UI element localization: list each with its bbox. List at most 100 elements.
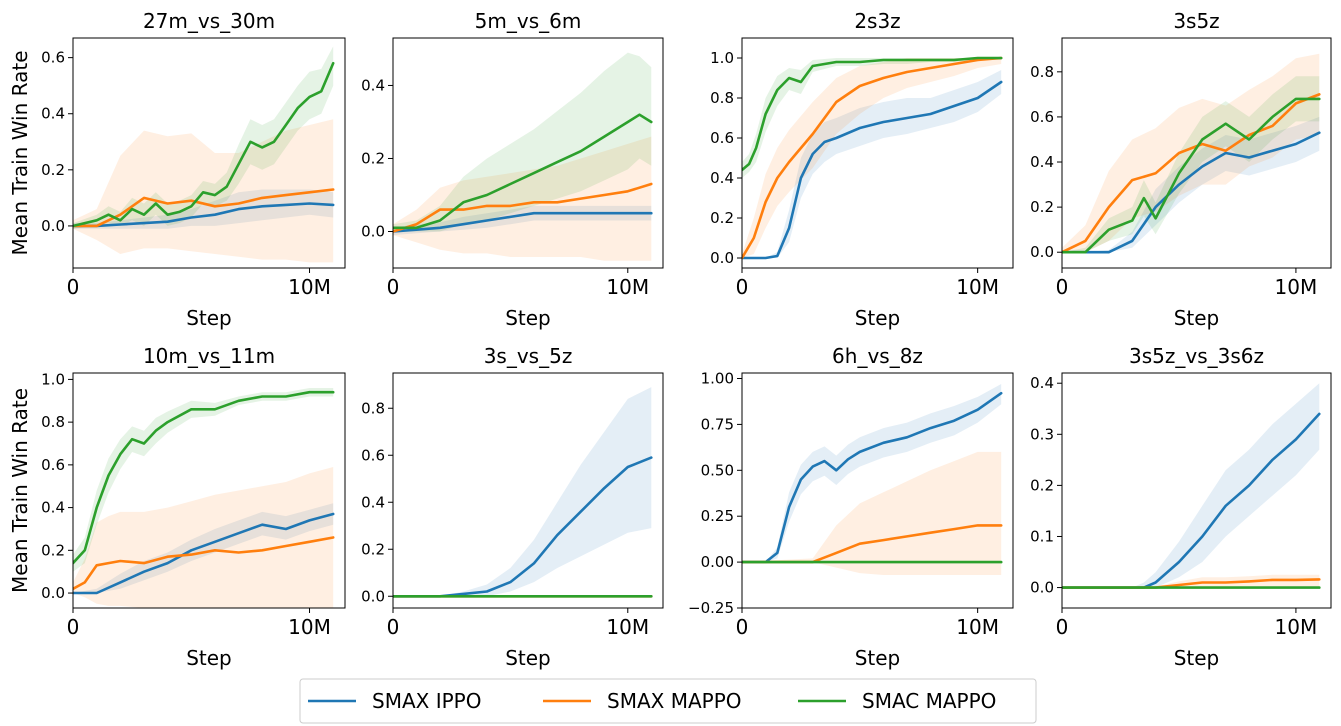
y-tick-label: −0.25	[688, 599, 734, 617]
x-tick-label: 10M	[606, 275, 649, 299]
series-line-smax-mappo	[73, 188, 335, 228]
x-tick-label: 0	[1056, 615, 1069, 639]
chart-panel-3: 0.0 0.2 0.4 0.6 0.8 1.0 0 10M 2s3z Step	[710, 9, 1014, 330]
axes-frame	[392, 372, 664, 609]
y-tick-label: 0.75	[701, 415, 734, 433]
chart-panel-5: 0.0 0.2 0.4 0.6 0.8 1.0 0 10M 10m_vs_11m Step Mean…	[8, 344, 346, 670]
y-tick-label: 0.2	[710, 209, 734, 227]
x-tick-label: 0	[736, 615, 749, 639]
series-line-smax-ippo	[742, 80, 1003, 260]
confidence-band-smax-ippo	[742, 70, 1002, 258]
axes-frame	[1061, 372, 1332, 609]
y-tick-label: 0.0	[1030, 243, 1054, 261]
x-tick-label: 10M	[606, 615, 649, 639]
plot-area	[393, 387, 653, 598]
confidence-band-smax-ippo	[73, 189, 334, 229]
confidence-band-smac-mappo	[73, 388, 334, 572]
series-line-smac-mappo	[393, 113, 653, 230]
confidence-band-smac-mappo	[393, 52, 652, 232]
chart-title: 2s3z	[854, 9, 900, 33]
confidence-band-smax-mappo	[1062, 574, 1320, 588]
y-tick-label: 0.6	[41, 49, 65, 67]
x-tick-label: 10M	[288, 615, 331, 639]
y-tick-label: 0.0	[710, 249, 734, 267]
y-tick-label: 0.8	[710, 89, 734, 107]
y-tick-label: 0.4	[1030, 153, 1054, 171]
y-tick-label: 0.0	[1030, 579, 1054, 597]
y-tick-label: 0.6	[361, 446, 385, 464]
x-axis-label: Step	[855, 306, 901, 330]
plot-area	[73, 46, 335, 263]
plot-area	[742, 384, 1003, 575]
confidence-band-smax-ippo	[393, 387, 652, 597]
legend-label: SMAX IPPO	[372, 689, 481, 713]
axes-frame	[741, 372, 1014, 609]
chart-panel-8: 0.0 0.1 0.2 0.3 0.4 0 10M 3s5z_vs_3s6z Step	[1030, 344, 1332, 670]
y-tick-label: 1.0	[41, 370, 65, 388]
chart-panel-4: 0.0 0.2 0.4 0.6 0.8 0 10M 3s5z Step	[1030, 9, 1332, 330]
x-axis-label: Step	[855, 646, 901, 670]
confidence-band-smax-mappo	[393, 136, 652, 261]
y-tick-label: 0.0	[361, 587, 385, 605]
x-tick-label: 10M	[956, 275, 999, 299]
legend-box	[299, 678, 1037, 724]
x-axis-label: Step	[505, 306, 551, 330]
series-line-smax-mappo	[742, 56, 1003, 260]
confidence-band-smax-ippo	[1062, 116, 1320, 253]
y-tick-label: 0.6	[1030, 108, 1054, 126]
x-axis-label: Step	[1174, 646, 1220, 670]
y-tick-label: 1.00	[701, 370, 734, 388]
x-tick-label: 10M	[1275, 615, 1318, 639]
x-tick-label: 0	[67, 275, 80, 299]
y-tick-label: 0.8	[361, 399, 385, 417]
y-tick-label: 0.4	[361, 493, 385, 511]
x-tick-label: 0	[387, 615, 400, 639]
chart-title: 27m_vs_30m	[143, 9, 275, 33]
series-line-smax-mappo	[73, 536, 335, 591]
y-tick-label: 0.2	[361, 149, 385, 167]
x-tick-label: 0	[67, 615, 80, 639]
y-tick-label: 0.2	[361, 540, 385, 558]
series-line-smac-mappo	[73, 390, 335, 565]
plot-area	[1062, 383, 1321, 589]
y-tick-label: 0.0	[41, 217, 65, 235]
confidence-band-smac-mappo	[1062, 76, 1320, 253]
x-axis-label: Step	[186, 646, 232, 670]
x-tick-label: 10M	[288, 275, 331, 299]
x-axis-label: Step	[186, 306, 232, 330]
confidence-band-smax-mappo	[73, 467, 334, 608]
y-tick-label: 0.2	[1030, 476, 1054, 494]
series-line-smac-mappo	[73, 61, 335, 228]
y-tick-label: 0.6	[41, 456, 65, 474]
plot-area	[73, 388, 335, 608]
confidence-band-smax-ippo	[742, 384, 1002, 563]
chart-panel-7: −0.25 0.00 0.25 0.50 0.75 1.00 0 10M 6h_vs_8z Ste…	[688, 344, 1014, 670]
chart-panel-2: 0.0 0.2 0.4 0 10M 5m_vs_6m Step	[361, 9, 664, 330]
series-line-smax-mappo	[1062, 93, 1321, 254]
axes-frame	[741, 37, 1014, 269]
confidence-band-smax-mappo	[742, 451, 1002, 575]
series-line-smax-ippo	[393, 211, 653, 233]
plot-area	[742, 56, 1003, 260]
chart-title: 10m_vs_11m	[143, 344, 275, 368]
plot-area	[393, 52, 653, 261]
x-tick-label: 0	[387, 275, 400, 299]
series-line-smac-mappo	[742, 56, 1003, 172]
x-tick-label: 0	[736, 275, 749, 299]
y-tick-label: 0.3	[1030, 425, 1054, 443]
series-line-smax-ippo	[73, 202, 335, 228]
axes-frame	[72, 37, 346, 269]
y-tick-label: 0.8	[1030, 63, 1054, 81]
confidence-band-smax-ippo	[1062, 383, 1320, 588]
chart-panels: 0.0 0.2 0.4 0.6 0 10M 27m_vs_30m Step Mean Train…	[8, 9, 1332, 670]
y-tick-label: 1.0	[710, 49, 734, 67]
series-line-smax-ippo	[1062, 131, 1321, 254]
x-axis-label: Step	[1174, 306, 1220, 330]
chart-title: 3s5z_vs_3s6z	[1129, 344, 1264, 368]
chart-panel-1: 0.0 0.2 0.4 0.6 0 10M 27m_vs_30m Step Mean Train…	[8, 9, 346, 330]
y-tick-label: 0.50	[701, 461, 734, 479]
axes-frame	[1061, 37, 1332, 269]
confidence-band-smax-mappo	[1062, 53, 1320, 253]
y-tick-label: 0.4	[1030, 374, 1054, 392]
y-tick-label: 0.8	[41, 413, 65, 431]
